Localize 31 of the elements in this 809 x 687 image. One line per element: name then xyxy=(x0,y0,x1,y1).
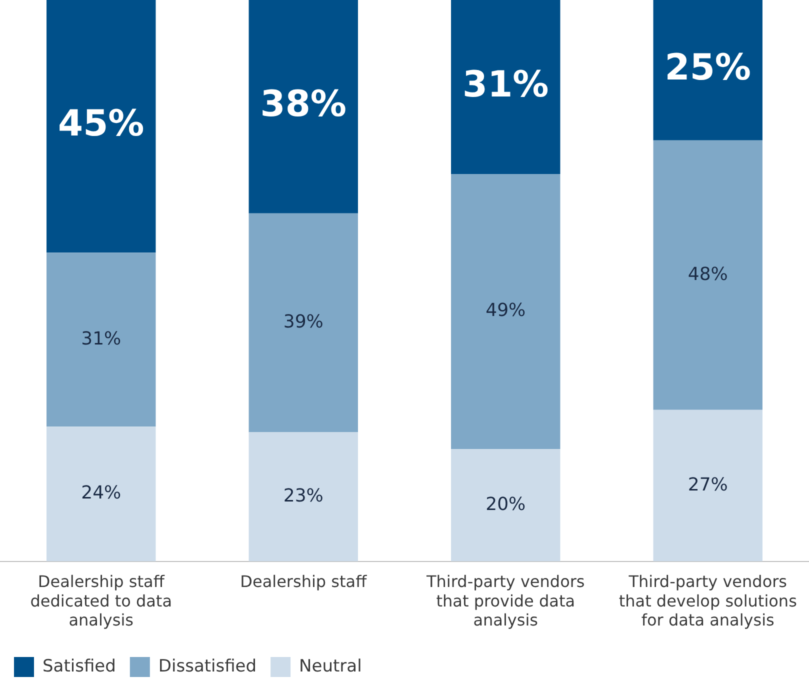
legend-label: Satisfied xyxy=(42,656,116,676)
bar xyxy=(46,426,156,562)
data-label: 39% xyxy=(283,311,324,332)
bar xyxy=(248,0,358,214)
data-label: 24% xyxy=(81,482,122,504)
bar xyxy=(653,140,762,410)
x-tick-label: Third-party vendors that develop solutions for data analysis xyxy=(618,572,797,630)
x-tick-label: Third-party vendors that provide data analysis xyxy=(425,572,585,630)
bar xyxy=(451,449,560,562)
data-label: 49% xyxy=(486,300,526,322)
data-label: 38% xyxy=(260,84,346,126)
bar xyxy=(248,213,358,432)
bar xyxy=(451,174,560,450)
x-tick-label: Dealership staff xyxy=(240,572,368,592)
bar xyxy=(46,252,156,427)
bar xyxy=(653,410,762,562)
data-label: 20% xyxy=(486,494,526,515)
data-label: 31% xyxy=(462,64,549,106)
legend-label: Neutral xyxy=(299,656,362,676)
legend-label: Dissatisfied xyxy=(158,656,257,676)
x-tick-label: Dealership staff dedicated to data analysis xyxy=(30,572,172,630)
data-label: 27% xyxy=(688,474,728,496)
bar xyxy=(653,0,762,140)
bar xyxy=(46,0,156,253)
data-label: 48% xyxy=(688,264,728,285)
data-label: 45% xyxy=(58,104,144,145)
bar xyxy=(451,0,560,174)
data-label: 23% xyxy=(283,486,324,507)
data-label: 31% xyxy=(81,328,122,350)
data-label: 25% xyxy=(664,48,751,89)
bar xyxy=(248,432,358,562)
